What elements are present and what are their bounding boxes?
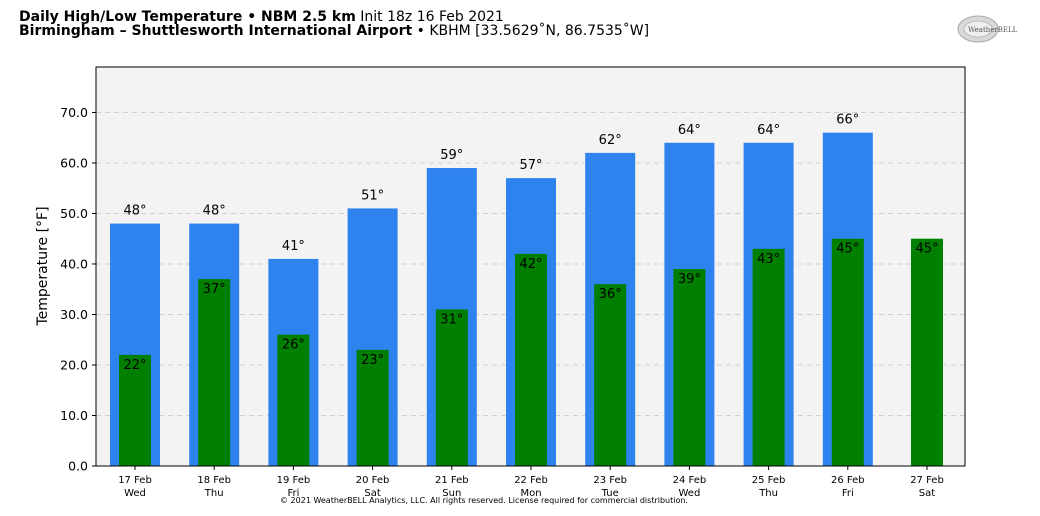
x-tick-day: Tue <box>601 488 619 499</box>
high-data-label: 64° <box>678 123 701 138</box>
x-tick-date: 21 Feb <box>435 475 469 486</box>
low-data-label: 39° <box>678 272 701 287</box>
x-tick-date: 18 Feb <box>197 475 231 486</box>
low-bar <box>198 279 231 466</box>
svg-text:WeatherBELL: WeatherBELL <box>968 26 1018 34</box>
low-bar <box>673 269 706 466</box>
low-bar <box>435 309 468 466</box>
x-tick-day: Wed <box>124 488 146 499</box>
station-coords: • KBHM [33.5629˚N, 86.7535˚W] <box>416 23 650 39</box>
low-data-label: 23° <box>361 353 384 368</box>
low-data-label: 31° <box>440 312 463 327</box>
title-bold: Daily High/Low Temperature • NBM 2.5 km <box>19 9 356 25</box>
high-data-label: 57° <box>519 158 542 173</box>
high-data-label: 66° <box>836 113 859 128</box>
x-tick-day: Thu <box>204 488 224 499</box>
x-tick-day: Sun <box>442 488 461 499</box>
plot-frame <box>95 66 966 467</box>
x-tick-date: 26 Feb <box>831 475 865 486</box>
copyright-notice: © 2021 WeatherBELL Analytics, LLC. All r… <box>280 496 688 505</box>
x-tick-date: 17 Feb <box>118 475 152 486</box>
low-bar <box>752 248 785 466</box>
low-data-label: 45° <box>836 242 859 257</box>
x-tick-day: Sat <box>364 488 380 499</box>
low-data-label: 43° <box>757 252 780 267</box>
low-bar <box>594 284 627 466</box>
init-time: Init 18z 16 Feb 2021 <box>360 9 504 25</box>
x-tick-date: 22 Feb <box>514 475 548 486</box>
y-tick-label: 50.0 <box>60 206 88 221</box>
x-tick-day: Fri <box>287 488 299 499</box>
x-tick-date: 20 Feb <box>356 475 390 486</box>
x-tick-day: Sat <box>919 488 935 499</box>
x-tick-date: 25 Feb <box>752 475 786 486</box>
low-data-label: 42° <box>519 257 542 272</box>
y-tick-label: 10.0 <box>60 408 88 423</box>
low-bar <box>515 253 547 466</box>
high-data-label: 62° <box>599 133 622 148</box>
weatherbell-logo: WeatherBELL <box>957 15 1018 43</box>
low-bar <box>356 349 389 466</box>
low-data-label: 22° <box>123 358 146 373</box>
x-tick-day: Thu <box>758 488 778 499</box>
y-tick-label: 20.0 <box>60 357 88 372</box>
y-tick-label: 0.0 <box>68 459 88 474</box>
y-tick-label: 70.0 <box>60 105 88 120</box>
y-axis-label: Temperature [°F] <box>35 206 51 326</box>
y-tick-label: 40.0 <box>60 256 88 271</box>
low-data-label: 45° <box>915 242 938 257</box>
low-bar <box>277 334 310 466</box>
high-data-label: 59° <box>440 148 463 163</box>
high-data-label: 51° <box>361 188 384 203</box>
low-data-label: 26° <box>282 338 305 353</box>
chart-title: Daily High/Low Temperature • NBM 2.5 km … <box>19 9 504 25</box>
low-bar <box>911 238 943 466</box>
x-tick-day: Mon <box>520 488 541 499</box>
low-bar <box>831 238 864 466</box>
low-data-label: 37° <box>203 282 226 297</box>
x-tick-date: 19 Feb <box>277 475 311 486</box>
y-tick-label: 30.0 <box>60 307 88 322</box>
y-tick-label: 60.0 <box>60 155 88 170</box>
high-data-label: 64° <box>757 123 780 138</box>
x-tick-day: Fri <box>842 488 854 499</box>
high-data-label: 48° <box>123 204 146 219</box>
high-data-label: 41° <box>282 239 305 254</box>
x-tick-day: Wed <box>678 488 700 499</box>
high-data-label: 48° <box>203 204 226 219</box>
low-data-label: 36° <box>599 287 622 302</box>
station-name: Birmingham – Shuttlesworth International… <box>19 23 413 39</box>
low-bar <box>119 354 151 466</box>
x-tick-date: 24 Feb <box>673 475 707 486</box>
x-tick-date: 27 Feb <box>910 475 944 486</box>
chart-subtitle: Birmingham – Shuttlesworth International… <box>19 23 649 39</box>
x-tick-date: 23 Feb <box>593 475 627 486</box>
